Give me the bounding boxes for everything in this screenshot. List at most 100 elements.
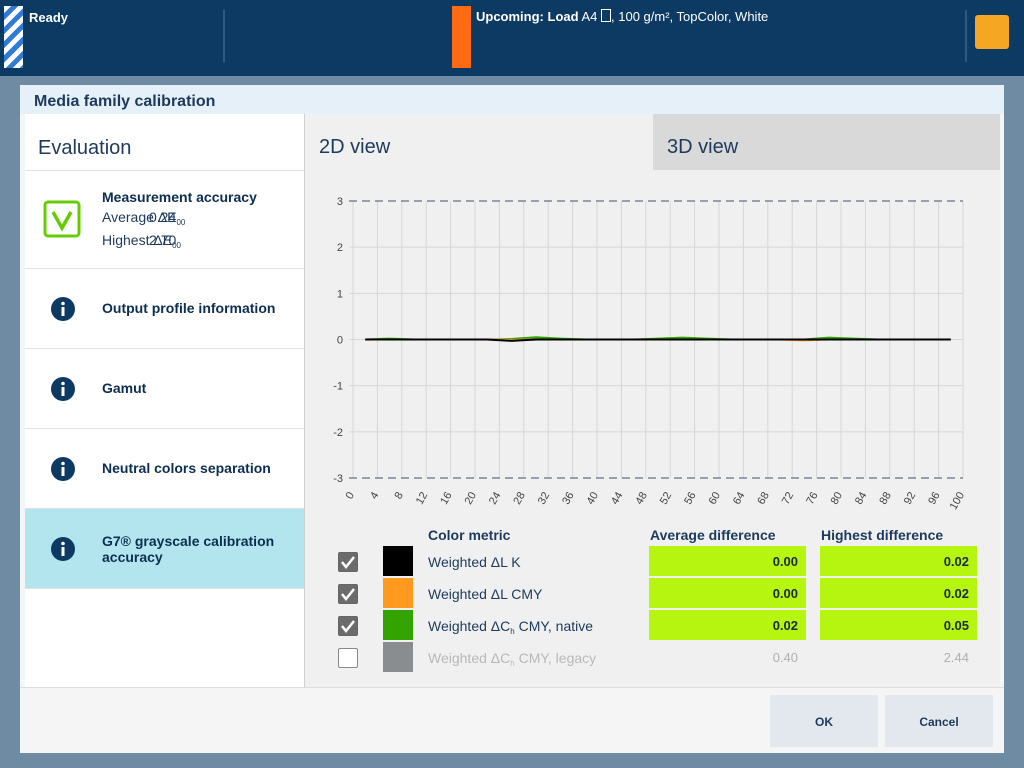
upcoming-marker <box>452 6 471 68</box>
x-tick-label: 28 <box>511 490 528 507</box>
view-tab[interactable]: 2D view <box>305 114 652 170</box>
metric-name: Weighted ΔL CMY <box>428 586 543 602</box>
checkbox[interactable] <box>338 584 358 604</box>
evaluation-item[interactable]: G7® grayscale calibration accuracy <box>25 508 304 589</box>
media-details: , 100 g/m², TopColor, White <box>611 9 769 24</box>
item-title: Neutral colors separation <box>102 460 271 476</box>
panel-heading: Evaluation <box>38 137 132 159</box>
info-dot <box>61 301 65 305</box>
value-cell: 0.00 <box>649 578 806 608</box>
alert-icon[interactable] <box>975 15 1009 49</box>
cell-value: 0.05 <box>943 618 969 633</box>
x-tick-label: 100 <box>948 490 968 512</box>
x-tick-label: 56 <box>682 490 699 507</box>
dialog-title: Media family calibration <box>34 93 216 110</box>
y-tick-label: 0 <box>337 335 343 347</box>
metric-sub: h <box>510 627 515 636</box>
y-tick-label: -2 <box>333 427 343 439</box>
x-tick-label: 52 <box>658 490 675 507</box>
metric-suffix: CMY, native <box>514 618 594 634</box>
x-tick-label: 24 <box>487 490 504 507</box>
y-tick-label: 3 <box>337 196 343 208</box>
dialog-button[interactable]: OK <box>770 695 878 747</box>
legend-swatch <box>383 546 413 576</box>
info-bar <box>61 546 65 556</box>
x-tick-label: 48 <box>633 490 650 507</box>
x-tick-label: 40 <box>585 490 602 507</box>
dialog: Media family calibration Evaluation Meas… <box>20 85 1004 753</box>
cell-value: 0.02 <box>772 618 798 633</box>
x-tick-label: 12 <box>414 490 431 507</box>
checkbox[interactable] <box>338 552 358 572</box>
chart: 0 4 8 12 16 20 24 28 32 36 40 44 48 52 56 60 64 68 72 76 80 8… <box>333 196 968 512</box>
ok-check <box>51 210 73 232</box>
status-icon <box>51 296 75 321</box>
divider <box>223 10 225 62</box>
x-tick-label: 8 <box>392 490 405 501</box>
item-title: Gamut <box>102 380 147 396</box>
legend-swatch <box>383 642 413 672</box>
x-tick-label: 76 <box>804 490 821 507</box>
cell-value: 0.02 <box>943 586 969 601</box>
status-icon <box>51 536 75 561</box>
x-tick-label: 72 <box>780 490 797 507</box>
checkmark <box>341 588 355 602</box>
cell-value: 0.02 <box>943 554 969 569</box>
series-line <box>365 338 951 342</box>
metric-row: Highest ΔE00 <box>102 232 181 250</box>
cell-value: 2.44 <box>943 650 969 665</box>
value-cell: 0.40 <box>649 642 806 672</box>
x-tick-label: 84 <box>853 490 870 507</box>
upcoming-job: Upcoming: Load A4 , 100 g/m², TopColor, … <box>476 9 768 24</box>
ok-frame <box>43 200 81 237</box>
evaluation-panel: Evaluation Measurement accuracy Average Δ… <box>25 114 305 687</box>
info-bar <box>61 386 65 396</box>
x-tick-label: 0 <box>344 490 357 501</box>
legend-swatch <box>383 610 413 640</box>
metric-label: Highest ΔE <box>102 232 173 248</box>
dialog-titlebar <box>20 85 1004 114</box>
checkmark <box>341 620 355 634</box>
item-title: Output profile information <box>102 300 276 316</box>
item-title: G7® grayscale calibration accuracy <box>102 533 275 565</box>
evaluation-item[interactable]: Gamut <box>25 348 304 429</box>
metric-name: Weighted ΔC <box>428 650 511 666</box>
status-state: Ready <box>29 10 69 25</box>
status-icon <box>43 200 81 237</box>
x-tick-label: 96 <box>926 490 943 507</box>
view-panel: 2D view 3D view 0 4 8 12 16 20 24 28 32 36 40 44 48 52 5… <box>305 114 1000 687</box>
dialog-button[interactable]: Cancel <box>885 695 993 747</box>
x-tick-label: 36 <box>560 490 577 507</box>
metric-row: Average ΔE00 <box>102 209 185 227</box>
value-cell: 0.02 <box>820 546 977 576</box>
button-label: Cancel <box>919 715 959 729</box>
metric-sub: 00 <box>176 218 186 227</box>
status-icon <box>51 376 75 401</box>
table-header: Highest difference <box>821 527 944 543</box>
cell-value: 0.40 <box>772 650 798 665</box>
y-tick-label: -1 <box>333 381 343 393</box>
x-tick-label: 68 <box>755 490 772 507</box>
evaluation-item[interactable]: Neutral colors separation <box>25 428 304 509</box>
upcoming-action: Load <box>547 9 579 24</box>
legend-label: Weighted ΔCh CMY, legacy <box>428 650 596 668</box>
legend-label: Weighted ΔL K <box>428 554 521 570</box>
cell-value: 0.00 <box>772 554 798 569</box>
x-tick-label: 64 <box>731 490 748 507</box>
checkbox[interactable] <box>338 648 358 668</box>
check <box>341 620 355 634</box>
metric-label: Average ΔE <box>102 209 177 225</box>
evaluation-item[interactable]: Measurement accuracy Average ΔE00 0.24 High… <box>25 170 304 269</box>
cell-value: 0.00 <box>772 586 798 601</box>
value-cell: 2.44 <box>820 642 977 672</box>
status-icon <box>51 456 75 481</box>
evaluation-item[interactable]: Output profile information <box>25 268 304 349</box>
value-cell: 0.02 <box>649 610 806 640</box>
info-dot <box>61 541 65 545</box>
view-tab[interactable]: 3D view <box>653 114 1000 170</box>
metric-value: 0.24 <box>149 209 177 225</box>
x-tick-label: 32 <box>536 490 553 507</box>
metric-suffix: CMY, legacy <box>514 650 597 666</box>
checkbox[interactable] <box>338 616 358 636</box>
upcoming-label: Upcoming: <box>476 9 544 24</box>
